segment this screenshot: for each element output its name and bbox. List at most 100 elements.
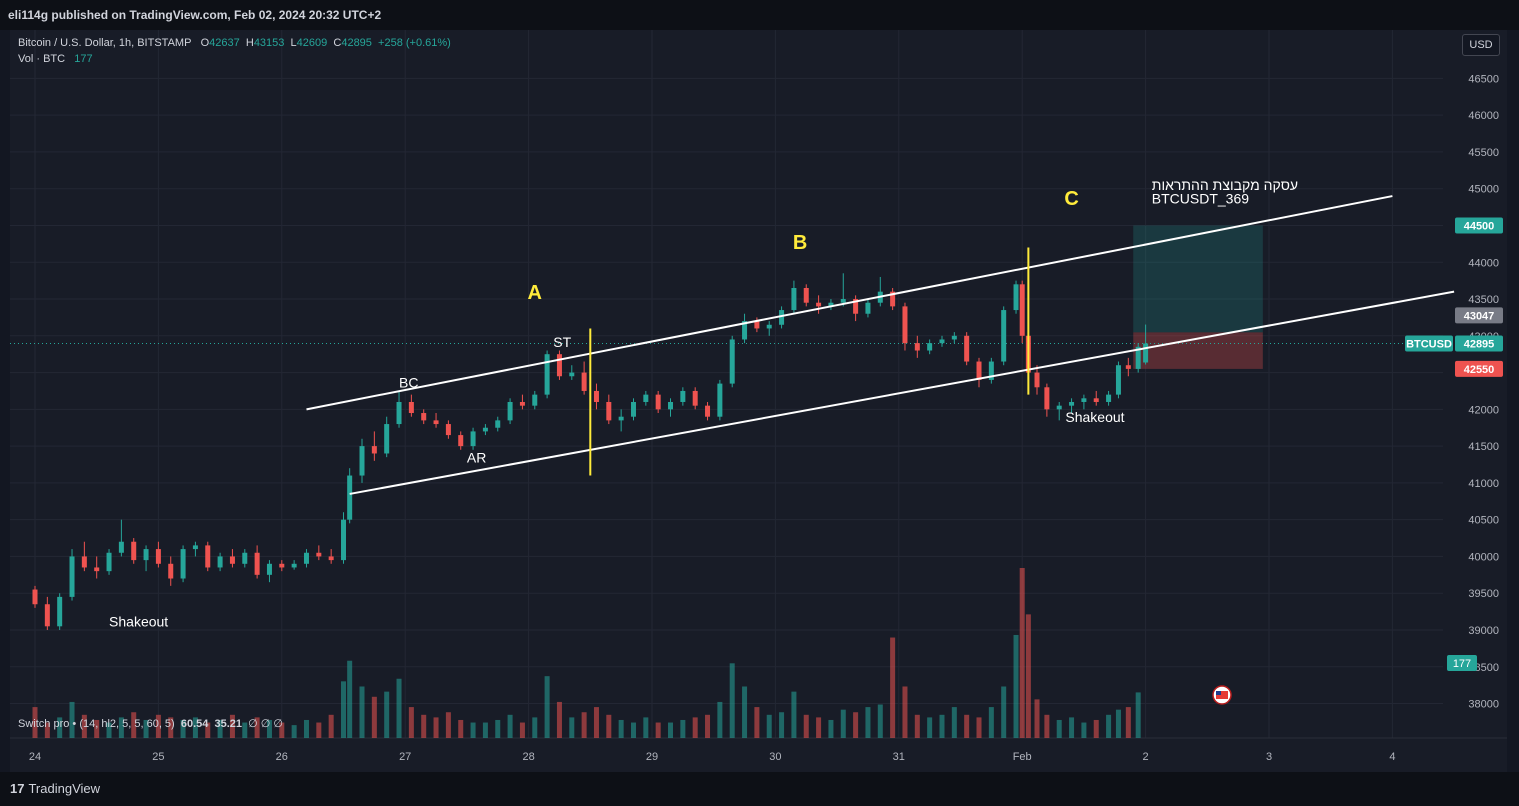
indicator-value-1: 60.54 xyxy=(180,718,209,730)
candle-body xyxy=(408,401,414,414)
volume-bar xyxy=(618,719,624,738)
candle-body xyxy=(131,541,137,561)
price-label-bg xyxy=(1455,217,1503,234)
y-tick-label: 41500 xyxy=(1468,441,1499,453)
volume-bar xyxy=(569,717,575,738)
volume-bar xyxy=(705,714,711,738)
candle-body xyxy=(458,435,464,447)
y-tick-label: 40000 xyxy=(1468,551,1499,563)
volume-bar xyxy=(384,691,390,738)
indicator-name: Switch pro • (14, hl2, 5, 5, 60, 5) xyxy=(18,718,175,730)
volume-bar xyxy=(964,714,970,738)
price-label-bg xyxy=(1455,335,1503,352)
candle-body xyxy=(106,552,112,572)
candle-body xyxy=(495,420,501,428)
volume-bar xyxy=(254,717,260,738)
volume-bar xyxy=(1013,634,1019,738)
candle-body xyxy=(840,299,846,303)
volume-bar xyxy=(791,691,797,738)
volume-bar xyxy=(1034,699,1040,738)
volume-bar xyxy=(853,712,859,738)
y-tick-label: 46500 xyxy=(1468,73,1499,85)
annotation-label: Shakeout xyxy=(109,613,168,629)
volume-bar xyxy=(155,714,161,738)
volume-bar xyxy=(359,686,365,738)
volume-bar xyxy=(927,717,933,738)
volume-row: Vol · BTC 177 xyxy=(18,51,451,67)
close-label: C xyxy=(333,37,342,49)
indicator-legend[interactable]: Switch pro • (14, hl2, 5, 5, 60, 5) 60.5… xyxy=(18,717,283,730)
candle-body xyxy=(569,372,575,377)
volume-bar xyxy=(1125,707,1131,738)
volume-bar xyxy=(630,722,636,738)
volume-bar xyxy=(692,717,698,738)
volume-bar xyxy=(347,660,353,738)
candle-body xyxy=(803,287,809,303)
candle-body xyxy=(279,563,285,568)
candle-body xyxy=(939,339,945,344)
volume-bar xyxy=(544,676,550,738)
volume-bar xyxy=(939,714,945,738)
volume-bar xyxy=(279,722,285,738)
candle-body xyxy=(581,372,587,391)
y-tick-label: 45000 xyxy=(1468,184,1499,196)
tradingview-mark-icon: 17 xyxy=(10,781,25,796)
volume-bar xyxy=(779,712,785,738)
open-label: O xyxy=(200,37,210,49)
y-tick-label: 42000 xyxy=(1468,404,1499,416)
volume-bar xyxy=(242,722,248,738)
currency-button[interactable]: USD xyxy=(1462,34,1500,56)
candle-body xyxy=(1034,372,1040,388)
candle-body xyxy=(168,563,174,579)
volume-bar xyxy=(766,714,772,738)
volume-bar xyxy=(118,717,124,738)
volume-bar xyxy=(168,717,174,738)
candle-body xyxy=(532,394,538,406)
volume-bar xyxy=(593,707,599,738)
candle-body xyxy=(1125,365,1131,369)
candle-body xyxy=(81,556,87,568)
published-text: eli114g published on TradingView.com, Fe… xyxy=(8,8,382,22)
tradingview-logo[interactable]: 17 TradingView xyxy=(10,781,100,796)
volume-bar xyxy=(556,701,562,738)
price-label-text: 42550 xyxy=(1464,364,1495,376)
volume-bar xyxy=(303,719,309,738)
footer-bar: 17 TradingView xyxy=(0,772,1519,806)
us-flag-event-icon[interactable] xyxy=(1212,685,1232,705)
volume-bar xyxy=(1019,568,1025,738)
candle-body xyxy=(266,563,272,575)
chart-frame xyxy=(10,30,1507,772)
volume-bar xyxy=(341,681,346,738)
volume-bar xyxy=(421,714,427,738)
candle-body xyxy=(729,339,735,384)
indicator-rest: ∅ ∅ ∅ xyxy=(248,718,284,730)
price-label-bg xyxy=(1455,307,1503,324)
volume-bar xyxy=(1056,719,1062,738)
volume-bar xyxy=(445,712,451,738)
volume-bar xyxy=(180,719,186,738)
x-tick-label: Feb xyxy=(1013,751,1032,763)
volume-bar xyxy=(1044,714,1050,738)
published-header: eli114g published on TradingView.com, Fe… xyxy=(0,0,1519,30)
y-tick-label: 39000 xyxy=(1468,625,1499,637)
candle-body xyxy=(155,549,161,564)
candle-body xyxy=(1001,310,1007,362)
x-tick-label: 27 xyxy=(399,751,411,763)
candle-body xyxy=(482,427,488,432)
candle-body xyxy=(742,321,748,340)
ohlc-row: Bitcoin / U.S. Dollar, 1h, BITSTAMP O426… xyxy=(18,35,451,51)
x-tick-label: 31 xyxy=(893,751,905,763)
y-tick-label: 46000 xyxy=(1468,110,1499,122)
y-tick-label: 43500 xyxy=(1468,294,1499,306)
volume-bar xyxy=(803,714,809,738)
candle-body xyxy=(1019,284,1025,336)
volume-label: Vol · BTC xyxy=(18,53,66,65)
candle-body xyxy=(976,361,982,380)
volume-bar xyxy=(643,717,649,738)
candle-body xyxy=(384,424,390,454)
candle-body xyxy=(680,390,686,402)
candle-body xyxy=(668,401,674,410)
candle-body xyxy=(205,545,211,568)
volume-bar xyxy=(371,696,377,738)
